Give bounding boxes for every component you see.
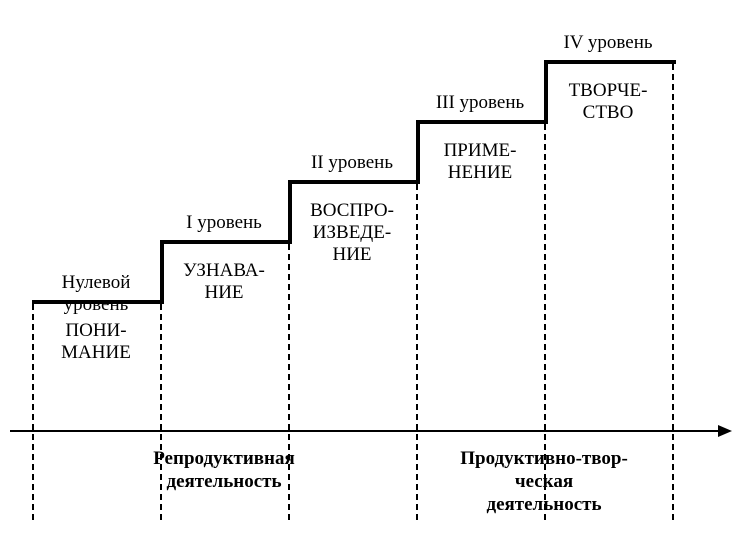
level-label-3: III уровень	[416, 92, 544, 114]
level-name-3: ПРИМЕ- НЕНИЕ	[416, 140, 544, 184]
step-tread-2	[288, 180, 420, 184]
step-tread-3	[416, 120, 548, 124]
level-label-0: Нулевой уровень	[32, 272, 160, 316]
level-label-2: II уровень	[288, 152, 416, 174]
group-label-1: Продуктивно-твор- ческая деятельность	[416, 448, 672, 516]
level-name-0: ПОНИ- МАНИЕ	[32, 320, 160, 364]
arrow-right-icon	[718, 425, 732, 437]
x-axis	[10, 430, 720, 432]
step-tread-1	[160, 240, 292, 244]
divider-5	[672, 64, 674, 520]
diagram-stage: Нулевой уровеньПОНИ- МАНИЕ I уровень УЗНАВ…	[0, 0, 734, 538]
level-label-1: I уровень	[160, 212, 288, 234]
level-name-1: УЗНАВА- НИЕ	[160, 260, 288, 304]
level-label-4: IV уровень	[544, 32, 672, 54]
level-name-4: ТВОРЧЕ- СТВО	[544, 80, 672, 124]
step-tread-4	[544, 60, 676, 64]
level-name-2: ВОСПРО- ИЗВЕДЕ- НИЕ	[288, 200, 416, 266]
group-label-0: Репродуктивная деятельность	[32, 448, 416, 494]
